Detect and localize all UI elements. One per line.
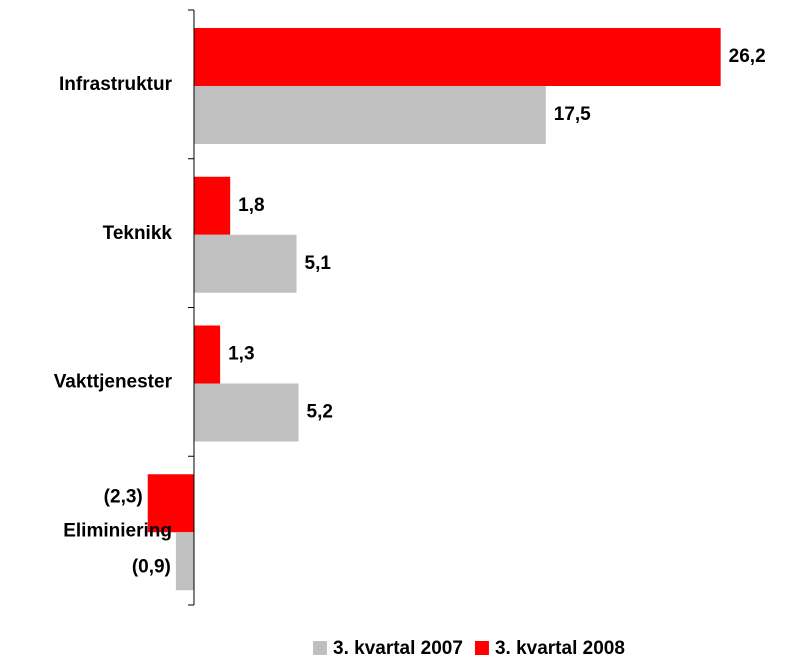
category-label: Vakttjenester [54,372,173,393]
value-label: 1,3 [228,344,254,365]
bar [193,325,221,384]
legend-swatch [313,641,327,655]
legend-swatch [474,641,489,655]
value-label: 5,1 [305,253,332,274]
value-label: 26,2 [729,46,766,67]
bar [193,28,721,86]
value-label: 1,8 [238,195,264,216]
category-label: Eliminiering [63,520,172,541]
category-label: Teknikk [103,223,173,244]
bar [193,176,231,235]
legend-label: 3. kvartal 2008 [495,638,625,659]
value-label: 17,5 [554,104,591,125]
legend-label: 3. kvartal 2007 [333,638,463,659]
bar [147,474,194,533]
value-label: 5,2 [307,402,333,423]
bar [193,234,297,293]
category-label: Infrastruktur [59,74,173,95]
value-label: (2,3) [104,486,143,507]
bar [175,532,194,591]
bar [193,86,546,144]
value-label: (0,9) [132,556,171,577]
bar [193,383,299,442]
